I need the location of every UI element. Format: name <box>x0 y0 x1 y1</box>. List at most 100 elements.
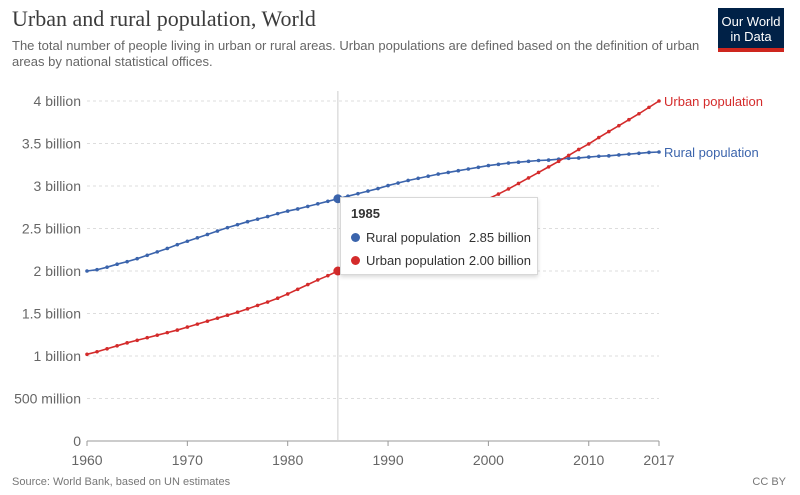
license-link[interactable]: CC BY <box>752 476 786 488</box>
urban-data-point <box>225 313 230 318</box>
x-tick-label: 2010 <box>573 452 604 468</box>
rural-data-point <box>526 159 531 164</box>
rural-series-label: Rural population <box>664 145 759 160</box>
y-tick-label: 4 billion <box>34 93 81 109</box>
owid-logo[interactable]: Our World in Data <box>718 8 784 52</box>
urban-data-point <box>536 170 541 175</box>
y-tick-label: 3 billion <box>34 178 81 194</box>
tooltip-row-rural: Rural population 2.85 billion <box>351 230 531 246</box>
rural-data-point <box>426 174 430 179</box>
urban-data-point <box>576 147 581 152</box>
urban-data-point <box>255 303 260 308</box>
rural-data-point <box>486 163 491 168</box>
urban-data-point <box>556 159 561 164</box>
urban-data-point <box>275 296 280 301</box>
x-tick-label: 1970 <box>172 452 203 468</box>
y-tick-label: 2 billion <box>34 263 81 279</box>
urban-data-point <box>175 328 180 332</box>
rural-data-point <box>617 153 621 157</box>
urban-data-point <box>245 307 250 311</box>
rural-data-point <box>406 178 410 183</box>
rural-data-point <box>607 154 611 158</box>
rural-data-point <box>295 207 300 211</box>
rural-data-point <box>185 239 190 244</box>
rural-data-point <box>436 172 441 176</box>
rural-data-point <box>396 181 400 185</box>
urban-data-point <box>145 335 150 340</box>
rural-data-point <box>85 269 89 273</box>
rural-data-point <box>305 204 310 209</box>
urban-data-point <box>546 165 551 169</box>
urban-data-point <box>85 352 89 357</box>
urban-data-point <box>135 338 139 343</box>
logo-line-2: in Data <box>730 29 772 44</box>
tooltip-urban-dot <box>351 256 360 265</box>
urban-data-point <box>496 192 501 196</box>
rural-data-point <box>466 167 471 171</box>
rural-data-point <box>165 246 170 251</box>
source-note[interactable]: Source: World Bank, based on UN estimate… <box>12 476 231 488</box>
tooltip-year: 1985 <box>351 206 380 221</box>
rural-data-point <box>225 225 230 230</box>
rural-data-point <box>586 155 591 159</box>
rural-data-point <box>115 262 119 267</box>
urban-data-point <box>637 111 641 116</box>
logo-accent-bar <box>718 48 784 52</box>
rural-data-point <box>596 154 601 159</box>
urban-data-point <box>647 105 651 110</box>
chart-title: Urban and rural population, World <box>12 6 316 31</box>
urban-data-point <box>326 273 330 278</box>
urban-data-point <box>596 135 601 140</box>
rural-data-point <box>496 162 501 167</box>
rural-data-point <box>175 242 180 247</box>
tooltip-row-urban: Urban population 2.00 billion <box>351 253 531 269</box>
logo-line-1: Our World <box>721 14 781 29</box>
rural-data-point <box>536 158 541 163</box>
rural-data-point <box>546 158 551 162</box>
urban-data-point <box>657 99 661 103</box>
rural-data-point <box>155 250 160 254</box>
urban-data-point <box>516 181 521 186</box>
rural-data-point <box>255 217 260 221</box>
urban-data-point <box>195 322 200 326</box>
rural-data-point <box>235 222 240 227</box>
rural-data-point <box>285 209 290 213</box>
urban-data-point <box>125 341 129 345</box>
rural-data-point <box>245 219 250 224</box>
rural-data-point <box>205 232 210 237</box>
urban-data-point <box>115 344 119 348</box>
urban-data-point <box>165 330 170 335</box>
urban-data-point <box>205 319 210 323</box>
rural-data-point <box>145 253 150 258</box>
rural-data-point <box>105 265 109 269</box>
urban-data-point <box>185 325 190 329</box>
urban-data-point <box>155 333 160 337</box>
urban-data-point <box>285 292 290 296</box>
rural-data-point <box>566 156 571 161</box>
x-tick-label: 1980 <box>272 452 303 468</box>
urban-data-point <box>607 129 611 134</box>
rural-data-point <box>637 151 641 156</box>
tooltip-rural-dot <box>351 233 360 242</box>
urban-data-point <box>95 349 99 354</box>
rural-data-point <box>195 236 200 240</box>
y-tick-label: 1.5 billion <box>22 306 81 322</box>
rural-data-point <box>576 156 581 160</box>
rural-data-point <box>356 191 360 196</box>
x-tick-label: 2017 <box>643 452 674 468</box>
rural-data-point <box>95 267 99 272</box>
hover-tooltip: 1985 Rural population 2.85 billion Urban… <box>340 197 538 275</box>
rural-data-point <box>647 150 651 155</box>
y-tick-label: 1 billion <box>34 348 81 364</box>
urban-data-point <box>265 300 270 304</box>
rural-data-point <box>265 214 270 219</box>
rural-data-point <box>275 211 280 216</box>
urban-series-label: Urban population <box>664 94 763 109</box>
x-tick-label: 1960 <box>71 452 102 468</box>
y-tick-label: 0 <box>73 433 81 449</box>
rural-data-point <box>366 189 370 193</box>
rural-data-point <box>316 202 320 206</box>
urban-data-point <box>316 278 320 282</box>
y-tick-label: 3.5 billion <box>22 136 81 152</box>
